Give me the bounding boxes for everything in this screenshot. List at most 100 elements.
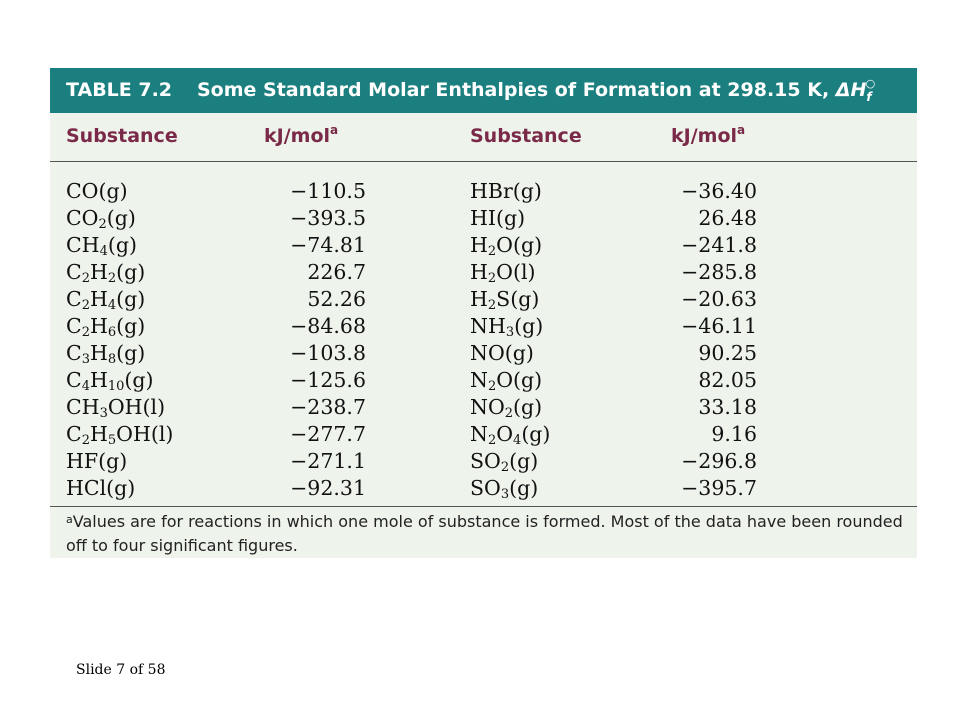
footnote-text: Values are for reactions in which one mo… — [66, 512, 903, 555]
table-row: C3H8(g) −103.8 NO(g) 90.25 — [50, 340, 917, 367]
formula-part: (g) — [116, 260, 146, 284]
formula-part: 4 — [513, 433, 522, 448]
header-value-right: kJ/mola — [671, 123, 746, 147]
formula-part: SO — [470, 476, 501, 500]
formula-part: 2 — [504, 406, 514, 421]
formula-part: (g) — [521, 422, 551, 446]
substance-right: NO2(g) — [470, 394, 542, 421]
table-row: C2H4(g) 52.26 H2S(g) −20.63 — [50, 286, 917, 313]
formula-part: 4 — [107, 298, 117, 313]
formula-part: H — [470, 260, 488, 284]
formula-part: (g) — [509, 476, 539, 500]
formula-part: NO — [470, 395, 505, 419]
formula-part: O(l) — [496, 260, 536, 284]
formula-part: CH — [66, 233, 100, 257]
formula-part: (g) — [514, 314, 544, 338]
substance-left: CO(g) — [66, 178, 128, 205]
formula-part: 2 — [487, 379, 497, 394]
formula-part: 2 — [500, 460, 510, 475]
substance-left: CO2(g) — [66, 205, 136, 232]
formula-part: 3 — [505, 325, 515, 340]
table-row: C4H10(g) −125.6 N2O(g) 82.05 — [50, 367, 917, 394]
formula-part: SO — [470, 449, 501, 473]
enthalpy-value-left: −125.6 — [290, 368, 366, 392]
substance-right: NH3(g) — [470, 313, 543, 340]
substance-right: H2O(g) — [470, 232, 542, 259]
formula-part: 2 — [81, 325, 90, 340]
header-value-left-text: kJ/mol — [264, 125, 331, 147]
substance-right: N2O4(g) — [470, 421, 550, 448]
enthalpy-value-right: −285.8 — [681, 260, 757, 284]
substance-left: C4H10(g) — [66, 367, 154, 394]
formula-part: H — [89, 260, 108, 284]
formula-part: 10 — [107, 379, 125, 394]
formula-part: S(g) — [496, 287, 540, 311]
formula-part: 2 — [487, 271, 497, 286]
formula-part: 4 — [99, 244, 108, 259]
substance-right: H2S(g) — [470, 286, 539, 313]
enthalpy-value-right: 9.16 — [711, 422, 757, 446]
substance-right: SO2(g) — [470, 448, 538, 475]
formula-part: 3 — [99, 406, 108, 421]
formula-part: H — [89, 314, 108, 338]
slide-number: Slide 7 of 58 — [76, 662, 166, 678]
formula-part: 2 — [98, 217, 107, 232]
formula-part: H — [89, 422, 108, 446]
formula-part: OH(l) — [107, 395, 166, 419]
formula-part: (g) — [116, 314, 146, 338]
formula-part: (g) — [509, 449, 539, 473]
formula-part: O(g) — [496, 233, 543, 257]
header-value-right-sup: a — [737, 123, 746, 137]
delta-h-subscript: f — [866, 90, 872, 104]
table-footnote: aValues are for reactions in which one m… — [66, 510, 906, 558]
formula-part: CO — [66, 206, 99, 230]
formula-part: N — [470, 368, 488, 392]
enthalpy-value-right: −241.8 — [681, 233, 757, 257]
enthalpy-value-left: −271.1 — [290, 449, 366, 473]
formula-part: 2 — [81, 271, 90, 286]
formula-part: OH(l) — [116, 422, 174, 446]
enthalpy-value-left: −110.5 — [290, 179, 366, 203]
enthalpy-value-left: −74.81 — [290, 233, 366, 257]
table-row: C2H6(g) −84.68 NH3(g) −46.11 — [50, 313, 917, 340]
enthalpy-value-right: −20.63 — [681, 287, 757, 311]
formula-part: 2 — [487, 298, 497, 313]
enthalpy-value-right: 26.48 — [698, 206, 757, 230]
formula-part: NH — [470, 314, 506, 338]
formula-part: 2 — [487, 244, 497, 259]
header-value-left: kJ/mola — [264, 123, 338, 147]
table-title: Some Standard Molar Enthalpies of Format… — [197, 68, 881, 115]
table-row: CH3OH(l) −238.7 NO2(g) 33.18 — [50, 394, 917, 421]
formula-part: (g) — [106, 206, 136, 230]
header-substance-left: Substance — [66, 125, 178, 147]
column-header-row: Substance kJ/mola Substance kJ/mola — [50, 113, 917, 161]
formula-part: CH — [66, 395, 100, 419]
header-divider — [50, 161, 917, 162]
substance-left: CH4(g) — [66, 232, 137, 259]
formula-part: C — [66, 341, 82, 365]
formula-part: 3 — [500, 487, 510, 502]
formula-part: H — [89, 341, 108, 365]
formula-part: (g) — [116, 341, 146, 365]
enthalpy-value-left: 52.26 — [307, 287, 366, 311]
table-row: HF(g) −271.1 SO2(g) −296.8 — [50, 448, 917, 475]
enthalpy-value-left: 226.7 — [307, 260, 366, 284]
substance-left: CH3OH(l) — [66, 394, 165, 421]
formula-part: NO(g) — [470, 341, 534, 365]
formula-part: N — [470, 422, 488, 446]
table-title-bar: TABLE 7.2 Some Standard Molar Enthalpies… — [50, 68, 917, 113]
enthalpy-value-right: −36.40 — [681, 179, 757, 203]
footnote-divider — [50, 506, 917, 507]
formula-part: (g) — [124, 368, 154, 392]
header-substance-right: Substance — [470, 125, 582, 147]
table-row: C2H5OH(l) −277.7 N2O4(g) 9.16 — [50, 421, 917, 448]
formula-part: 2 — [487, 433, 497, 448]
formula-part: HBr(g) — [470, 179, 542, 203]
substance-left: HF(g) — [66, 448, 127, 475]
substance-left: HCl(g) — [66, 475, 135, 502]
substance-right: H2O(l) — [470, 259, 536, 286]
formula-part: C — [66, 368, 82, 392]
formula-part: (g) — [107, 233, 137, 257]
enthalpy-value-left: −277.7 — [290, 422, 366, 446]
formula-part: 2 — [81, 298, 90, 313]
